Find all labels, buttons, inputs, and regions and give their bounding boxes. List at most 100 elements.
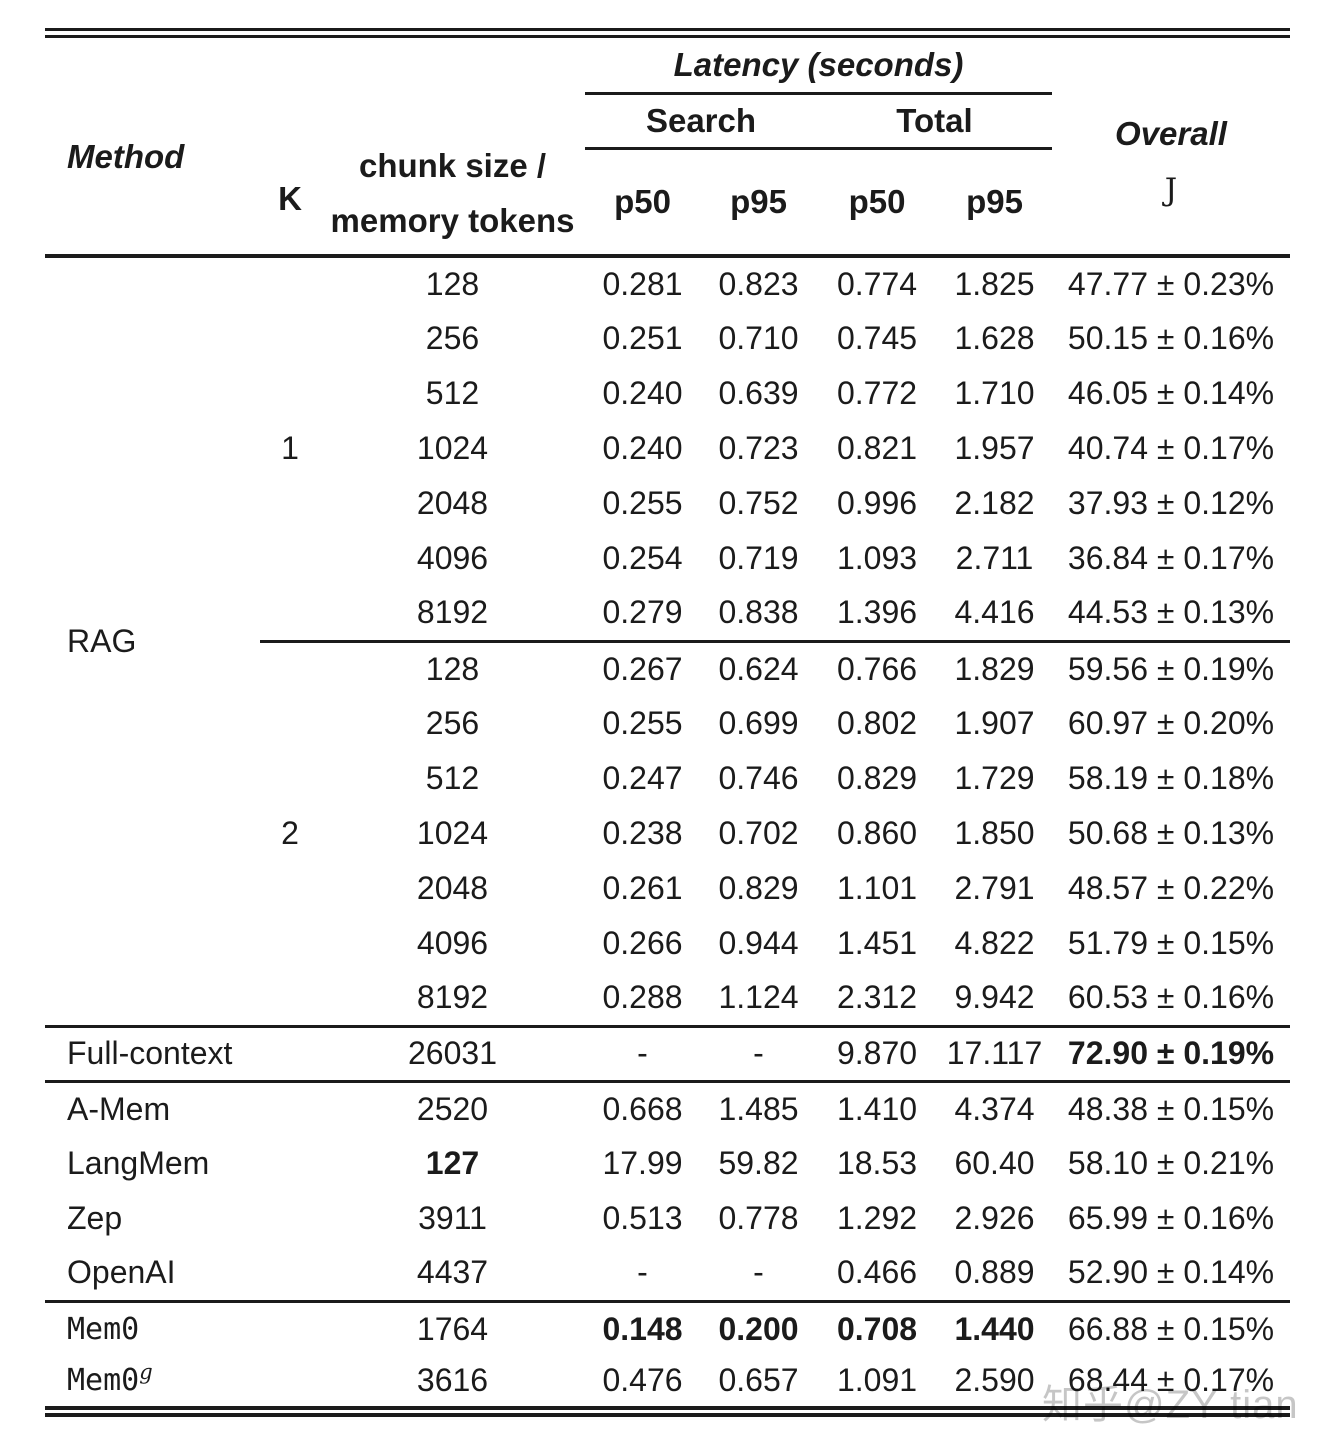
cell-k	[260, 751, 320, 806]
results-table: Method K chunk size / memory tokens Late…	[45, 28, 1290, 1417]
cell-total-p95: 4.416	[954, 594, 1035, 631]
cell-search-p95: 0.639	[718, 375, 799, 411]
cell-total-p95: 2.590	[954, 1362, 1035, 1399]
cell-chunk: 512	[425, 760, 480, 796]
cell-search-p95: 0.723	[718, 430, 799, 466]
cell-search-p95: 0.200	[700, 1299, 817, 1356]
cell-search-p50: 0.247	[602, 760, 683, 796]
cell-search-p95: 0.710	[718, 320, 799, 356]
cell-chunk: 2048	[416, 485, 489, 521]
cell-search-p95: 0.624	[700, 639, 817, 696]
cell-search-p50: 0.238	[602, 815, 683, 851]
cell-search-p95: 1.485	[700, 1079, 817, 1136]
cell-total-p95: 1.829	[937, 639, 1052, 696]
cell-overall: 36.84 ± 0.17%	[1067, 540, 1275, 576]
cell-total-p95: 2.791	[954, 870, 1035, 906]
table-row-rag-k1-8192: 8192 0.279 0.838 1.396 4.416 44.53 ± 0.1…	[45, 586, 1290, 641]
cell-total-p95: 1.825	[937, 254, 1052, 311]
table-body: RAG 128 0.281 0.823 0.774 1.825 47.77 ± …	[45, 254, 1290, 1411]
cell-overall: 50.68 ± 0.13%	[1067, 815, 1275, 851]
cell-total-p50: 1.101	[836, 870, 918, 906]
cell-search-p95: 0.829	[718, 870, 799, 906]
cell-overall: 59.56 ± 0.19%	[1052, 639, 1290, 696]
cell-chunk: 512	[425, 375, 480, 411]
cell-k	[260, 1246, 320, 1301]
cell-chunk: 128	[320, 639, 585, 696]
cell-total-p95: 1.907	[954, 705, 1035, 741]
cell-overall: 68.44 ± 0.17%	[1067, 1362, 1275, 1399]
col-group-search: Search	[585, 93, 817, 150]
table-row-rag-k1-512: 512 0.240 0.639 0.772 1.710 46.05 ± 0.14…	[45, 366, 1290, 421]
method-label-full-context: Full-context	[45, 1024, 260, 1081]
cell-chunk: 8192	[416, 979, 489, 1016]
cell-k	[260, 696, 320, 751]
cell-overall: 60.97 ± 0.20%	[1067, 705, 1275, 741]
cell-total-p95: 4.822	[954, 925, 1035, 961]
method-label-zep: Zep	[67, 1200, 123, 1236]
cell-search-p95: -	[700, 1024, 817, 1081]
cell-total-p50: 0.466	[836, 1254, 918, 1291]
cell-overall: 52.90 ± 0.14%	[1067, 1254, 1275, 1291]
table-row-rag-k1-256: 256 0.251 0.710 0.745 1.628 50.15 ± 0.16…	[45, 311, 1290, 366]
cell-search-p50: 0.281	[585, 254, 700, 311]
cell-chunk: 127	[425, 1145, 480, 1181]
cell-search-p50: 0.251	[602, 320, 683, 356]
cell-total-p50: 0.802	[836, 705, 918, 741]
cell-k	[260, 1299, 320, 1356]
table-row-rag-k1-2048: 2048 0.255 0.752 0.996 2.182 37.93 ± 0.1…	[45, 476, 1290, 531]
cell-k	[260, 1079, 320, 1136]
cell-k	[260, 1136, 320, 1191]
method-label-langmem: LangMem	[67, 1145, 210, 1181]
method-label-rag: RAG	[45, 254, 260, 1026]
method-label-a-mem: A-Mem	[45, 1079, 260, 1136]
col-group-total: Total	[817, 93, 1052, 150]
cell-total-p50: 0.766	[817, 639, 937, 696]
table-row-rag-k2-128: 128 0.267 0.624 0.766 1.829 59.56 ± 0.19…	[45, 639, 1290, 696]
cell-search-p95: -	[753, 1254, 764, 1291]
cell-overall: 50.15 ± 0.16%	[1067, 320, 1275, 356]
cell-search-p50: 0.254	[602, 540, 683, 576]
cell-total-p50: 18.53	[836, 1145, 918, 1181]
cell-total-p95: 1.729	[954, 760, 1035, 796]
cell-k	[260, 476, 320, 531]
cell-total-p95: 2.926	[954, 1200, 1035, 1236]
cell-total-p50: 1.093	[836, 540, 918, 576]
col-header-method: Method	[67, 138, 185, 175]
col-group-latency: Latency (seconds)	[585, 33, 1052, 95]
cell-total-p50: 0.996	[836, 485, 918, 521]
col-header-total-p50: p50	[848, 182, 906, 220]
cell-total-p50: 1.451	[836, 925, 918, 961]
table-row-a-mem: A-Mem 2520 0.668 1.485 1.410 4.374 48.38…	[45, 1079, 1290, 1136]
cell-search-p50: 0.261	[602, 870, 683, 906]
cell-total-p95: 60.40	[954, 1145, 1035, 1181]
cell-overall: 37.93 ± 0.12%	[1067, 485, 1275, 521]
cell-overall: 44.53 ± 0.13%	[1067, 594, 1275, 631]
mem0g-superscript: g	[139, 1360, 153, 1385]
cell-overall: 40.74 ± 0.17%	[1067, 430, 1275, 466]
cell-search-p95: 0.752	[718, 485, 799, 521]
cell-chunk: 1764	[320, 1299, 585, 1356]
cell-total-p50: 0.708	[817, 1299, 937, 1356]
col-header-k: K	[278, 180, 302, 217]
cell-chunk: 8192	[416, 594, 489, 631]
cell-search-p95: 0.719	[718, 540, 799, 576]
cell-total-p95: 1.440	[937, 1299, 1052, 1356]
cell-overall: 60.53 ± 0.16%	[1067, 979, 1275, 1016]
cell-chunk: 128	[320, 254, 585, 311]
col-header-chunk-size: chunk size / memory tokens	[320, 33, 585, 256]
cell-search-p95: 0.699	[718, 705, 799, 741]
table-row-rag-k2-8192: 8192 0.288 1.124 2.312 9.942 60.53 ± 0.1…	[45, 971, 1290, 1026]
cell-k	[260, 1024, 320, 1081]
cell-overall: 58.10 ± 0.21%	[1067, 1145, 1275, 1181]
cell-total-p50: 0.829	[836, 760, 918, 796]
table-row-langmem: LangMem 127 17.99 59.82 18.53 60.40 58.1…	[45, 1136, 1290, 1191]
table-header: Method K chunk size / memory tokens Late…	[45, 33, 1290, 256]
cell-search-p50: 0.255	[602, 705, 683, 741]
cell-overall: 48.38 ± 0.15%	[1052, 1079, 1290, 1136]
cell-search-p50: 17.99	[602, 1145, 683, 1181]
cell-overall: 58.19 ± 0.18%	[1067, 760, 1275, 796]
cell-chunk: 2520	[320, 1079, 585, 1136]
cell-overall: 48.57 ± 0.22%	[1067, 870, 1275, 906]
col-header-search-p95: p95	[730, 182, 787, 220]
cell-total-p95: 0.889	[954, 1254, 1035, 1291]
